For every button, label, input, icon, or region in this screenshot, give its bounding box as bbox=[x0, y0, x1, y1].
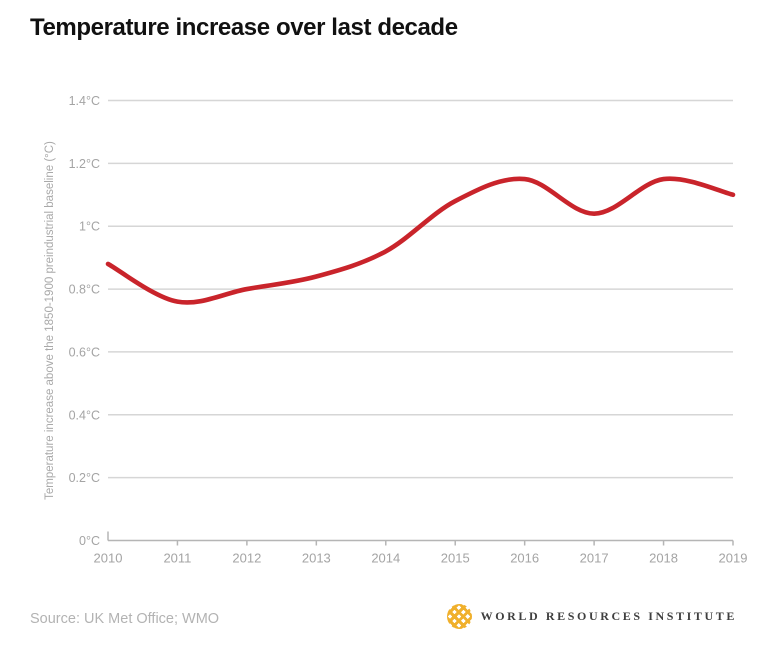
page-title: Temperature increase over last decade bbox=[30, 14, 458, 41]
y-tick-label: 0.6°C bbox=[69, 345, 100, 359]
x-tick-label: 2012 bbox=[232, 551, 261, 566]
org-name: WORLD RESOURCES INSTITUTE bbox=[480, 609, 737, 623]
x-tick-label: 2019 bbox=[719, 551, 748, 566]
wri-woven-globe-icon bbox=[446, 604, 472, 629]
x-tick-label: 2013 bbox=[302, 551, 331, 566]
x-tick-label: 2010 bbox=[94, 551, 123, 566]
x-tick-label: 2016 bbox=[510, 551, 539, 566]
y-tick-label: 0.8°C bbox=[69, 283, 100, 297]
x-tick-label: 2018 bbox=[649, 551, 678, 566]
y-axis-title: Temperature increase above the 1850-1900… bbox=[44, 141, 56, 500]
y-tick-label: 1.4°C bbox=[69, 94, 100, 108]
temperature-line bbox=[105, 176, 736, 305]
y-tick-label: 0.4°C bbox=[69, 408, 100, 422]
org-lockup: WORLD RESOURCES INSTITUTE bbox=[446, 604, 737, 629]
x-tick-label: 2017 bbox=[580, 551, 609, 566]
x-tick-label: 2014 bbox=[371, 551, 400, 566]
y-tick-label: 0°C bbox=[79, 534, 100, 548]
y-tick-label: 1.2°C bbox=[69, 157, 100, 171]
source-caption: Source: UK Met Office; WMO bbox=[30, 611, 220, 627]
x-tick-label: 2015 bbox=[441, 551, 470, 566]
y-tick-label: 0.2°C bbox=[69, 471, 100, 485]
y-tick-label: 1°C bbox=[79, 220, 100, 234]
x-tick-label: 2011 bbox=[163, 551, 191, 566]
